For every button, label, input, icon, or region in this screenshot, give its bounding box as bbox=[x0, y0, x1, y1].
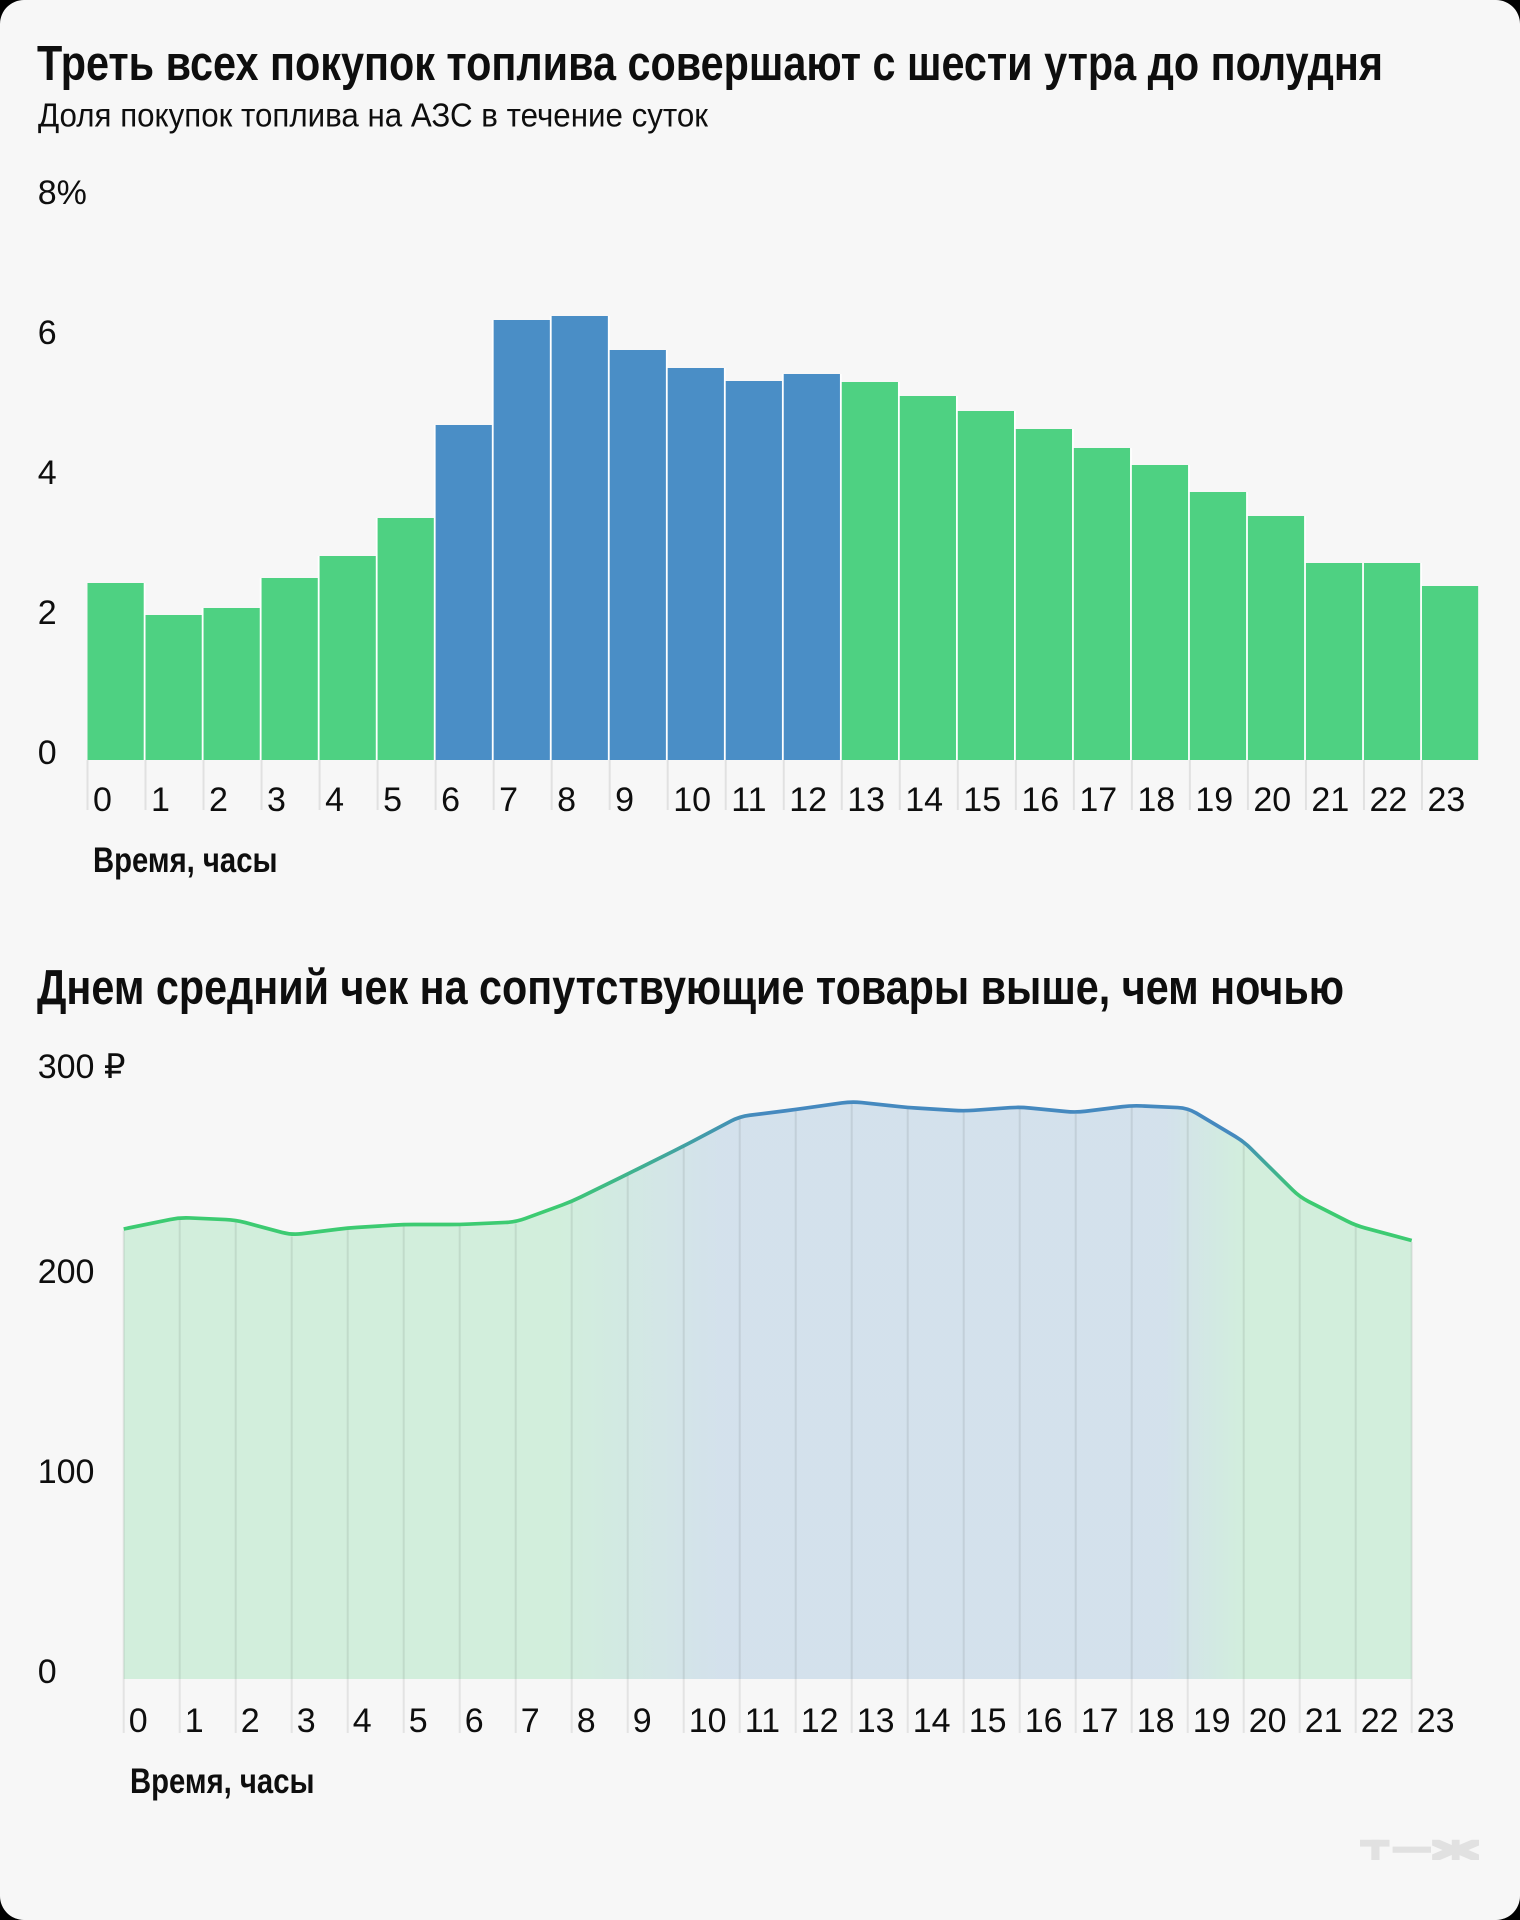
svg-text:2: 2 bbox=[38, 594, 57, 632]
svg-text:16: 16 bbox=[1025, 1702, 1063, 1740]
svg-text:19: 19 bbox=[1195, 781, 1233, 819]
svg-text:0: 0 bbox=[93, 781, 112, 819]
svg-text:4: 4 bbox=[325, 781, 344, 819]
svg-text:6: 6 bbox=[441, 781, 460, 819]
svg-text:15: 15 bbox=[969, 1702, 1007, 1740]
svg-text:21: 21 bbox=[1311, 781, 1349, 819]
svg-text:6: 6 bbox=[38, 314, 57, 352]
svg-text:6: 6 bbox=[465, 1702, 484, 1740]
svg-text:23: 23 bbox=[1417, 1702, 1455, 1740]
svg-text:18: 18 bbox=[1137, 1702, 1175, 1740]
svg-text:7: 7 bbox=[521, 1702, 540, 1740]
svg-text:13: 13 bbox=[857, 1702, 895, 1740]
svg-text:2: 2 bbox=[209, 781, 228, 819]
svg-text:16: 16 bbox=[1021, 781, 1059, 819]
svg-text:Треть всех покупок топлива сов: Треть всех покупок топлива совершают с ш… bbox=[37, 37, 1383, 91]
svg-text:300 ₽: 300 ₽ bbox=[38, 1048, 126, 1086]
svg-text:200: 200 bbox=[38, 1253, 95, 1291]
svg-text:1: 1 bbox=[151, 781, 170, 819]
svg-text:14: 14 bbox=[905, 781, 943, 819]
svg-text:15: 15 bbox=[963, 781, 1001, 819]
svg-text:Время, часы: Время, часы bbox=[130, 1762, 315, 1801]
svg-text:0: 0 bbox=[129, 1702, 148, 1740]
svg-text:5: 5 bbox=[409, 1702, 428, 1740]
svg-text:21: 21 bbox=[1305, 1702, 1343, 1740]
svg-text:10: 10 bbox=[689, 1702, 727, 1740]
svg-text:4: 4 bbox=[38, 454, 57, 492]
svg-text:18: 18 bbox=[1137, 781, 1175, 819]
svg-text:4: 4 bbox=[353, 1702, 372, 1740]
svg-text:20: 20 bbox=[1253, 781, 1291, 819]
svg-text:8%: 8% bbox=[38, 174, 87, 212]
svg-text:19: 19 bbox=[1193, 1702, 1231, 1740]
svg-text:17: 17 bbox=[1081, 1702, 1119, 1740]
svg-text:7: 7 bbox=[499, 781, 518, 819]
svg-text:12: 12 bbox=[789, 781, 827, 819]
svg-text:Доля покупок топлива на АЗС в: Доля покупок топлива на АЗС в течение су… bbox=[38, 97, 709, 134]
svg-text:Время, часы: Время, часы bbox=[93, 841, 278, 880]
svg-text:22: 22 bbox=[1369, 781, 1407, 819]
svg-text:0: 0 bbox=[38, 1653, 57, 1691]
svg-text:22: 22 bbox=[1361, 1702, 1399, 1740]
svg-text:9: 9 bbox=[633, 1702, 652, 1740]
svg-text:5: 5 bbox=[383, 781, 402, 819]
svg-text:2: 2 bbox=[241, 1702, 260, 1740]
svg-text:100: 100 bbox=[38, 1453, 95, 1491]
svg-text:23: 23 bbox=[1427, 781, 1465, 819]
svg-text:20: 20 bbox=[1249, 1702, 1287, 1740]
svg-text:11: 11 bbox=[731, 781, 766, 819]
svg-text:14: 14 bbox=[913, 1702, 951, 1740]
svg-text:0: 0 bbox=[38, 734, 57, 772]
svg-text:11: 11 bbox=[745, 1702, 780, 1740]
svg-text:8: 8 bbox=[557, 781, 576, 819]
svg-text:3: 3 bbox=[297, 1702, 316, 1740]
svg-text:Днем средний чек на сопутствую: Днем средний чек на сопутствующие товары… bbox=[37, 961, 1344, 1015]
svg-text:8: 8 bbox=[577, 1702, 596, 1740]
svg-text:17: 17 bbox=[1079, 781, 1117, 819]
svg-text:9: 9 bbox=[615, 781, 634, 819]
svg-text:10: 10 bbox=[673, 781, 711, 819]
svg-text:1: 1 bbox=[185, 1702, 204, 1740]
svg-text:12: 12 bbox=[801, 1702, 839, 1740]
svg-text:13: 13 bbox=[847, 781, 885, 819]
svg-text:3: 3 bbox=[267, 781, 286, 819]
